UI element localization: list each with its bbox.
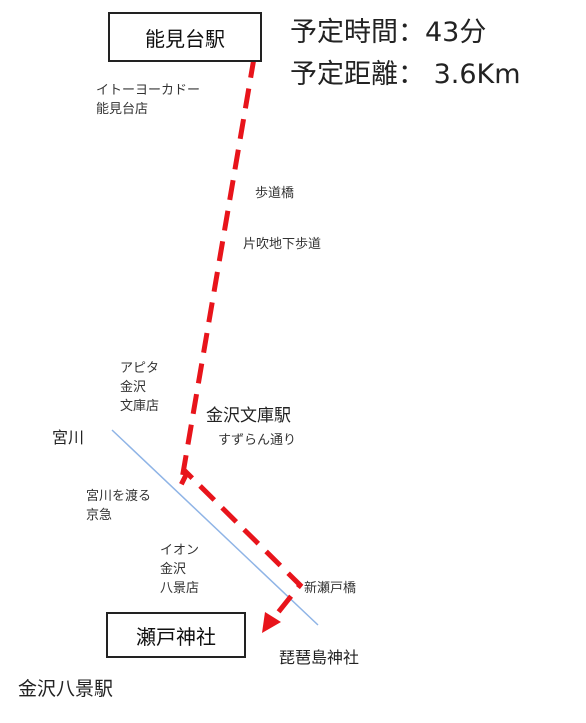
destination-box: 瀬戸神社 xyxy=(106,612,246,658)
crossing-label: 宮川を渡る 京急 xyxy=(86,489,152,523)
suzuran-street-label: すずらん通り xyxy=(218,433,297,448)
miyagawa-label: 宮川 xyxy=(52,428,85,447)
aeon-label: イオン 金沢 八景店 xyxy=(160,543,200,596)
miyagawa-river-line xyxy=(111,429,319,626)
destination-label: 瀬戸神社 xyxy=(136,624,216,649)
footbridge-label: 歩道橋 xyxy=(255,186,295,201)
walking-route-line xyxy=(178,57,304,622)
shinseto-bridge-label: 新瀬戸橋 xyxy=(304,581,357,596)
apita-label: アピタ 金沢 文庫店 xyxy=(120,361,160,414)
start-station-label: 能見台駅 xyxy=(145,26,225,51)
duration-text: 予定時間：43分 xyxy=(290,17,487,48)
kanazawa-hakkei-station-label: 金沢八景駅 xyxy=(18,678,114,700)
ito-yokado-label: イトーヨーカドー 能見台店 xyxy=(96,83,201,117)
start-station-box: 能見台駅 xyxy=(108,12,262,62)
underpass-label: 片吹地下歩道 xyxy=(243,237,322,252)
kanazawa-bunko-station-label: 金沢文庫駅 xyxy=(206,406,291,426)
destination-arrowhead xyxy=(262,612,281,633)
distance-text: 予定距離： 3.6Km xyxy=(290,59,521,90)
biwajima-shrine-label: 琵琶島神社 xyxy=(279,648,360,667)
